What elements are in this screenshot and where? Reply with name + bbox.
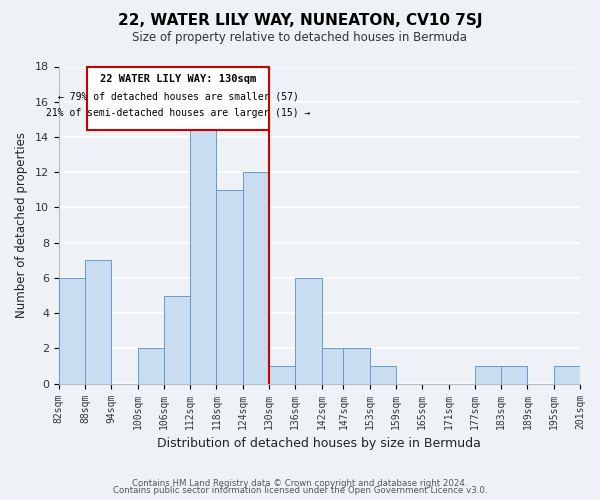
Bar [370,366,396,384]
Bar [269,366,295,384]
Bar [554,366,580,384]
Bar [475,366,501,384]
Bar [190,120,217,384]
Bar [501,366,527,384]
Bar [322,348,343,384]
Bar [59,278,85,384]
Bar [85,260,112,384]
Bar [164,296,190,384]
X-axis label: Distribution of detached houses by size in Bermuda: Distribution of detached houses by size … [157,437,481,450]
Bar [137,348,164,384]
Bar [343,348,370,384]
Text: 22, WATER LILY WAY, NUNEATON, CV10 7SJ: 22, WATER LILY WAY, NUNEATON, CV10 7SJ [118,12,482,28]
Bar [243,172,269,384]
Text: Contains public sector information licensed under the Open Government Licence v3: Contains public sector information licen… [113,486,487,495]
Text: 22 WATER LILY WAY: 130sqm: 22 WATER LILY WAY: 130sqm [100,74,256,85]
FancyBboxPatch shape [87,66,269,130]
Bar [217,190,243,384]
Text: Size of property relative to detached houses in Bermuda: Size of property relative to detached ho… [133,31,467,44]
Bar [295,278,322,384]
Text: 21% of semi-detached houses are larger (15) →: 21% of semi-detached houses are larger (… [46,108,310,118]
Text: ← 79% of detached houses are smaller (57): ← 79% of detached houses are smaller (57… [58,91,299,101]
Y-axis label: Number of detached properties: Number of detached properties [15,132,28,318]
Text: Contains HM Land Registry data © Crown copyright and database right 2024.: Contains HM Land Registry data © Crown c… [132,478,468,488]
